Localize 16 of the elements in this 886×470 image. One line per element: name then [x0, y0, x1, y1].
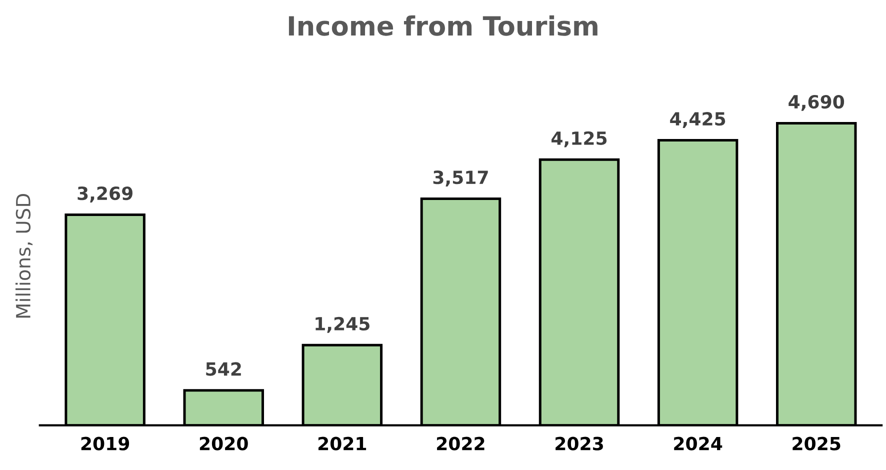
- x-tick-label: 2023: [556, 436, 603, 450]
- data-label: 3,517: [433, 170, 488, 186]
- x-tick-label: 2022: [437, 436, 484, 450]
- data-label: 4,690: [788, 94, 844, 111]
- data-label: 542: [206, 362, 241, 376]
- x-tick-label: 2021: [318, 436, 366, 450]
- data-label: 4,125: [552, 131, 607, 148]
- x-tick-label: 2020: [200, 436, 248, 450]
- y-axis-title: Millions, USD: [15, 194, 33, 318]
- data-label: 3,269: [78, 186, 132, 202]
- x-tick-label: 2019: [81, 436, 130, 450]
- data-label: 4,425: [670, 112, 726, 128]
- data-label: 1,245: [316, 316, 370, 333]
- chart-title: Income from Tourism: [288, 15, 598, 36]
- x-tick-label: 2025: [792, 436, 840, 450]
- x-tick-label: 2024: [674, 436, 722, 450]
